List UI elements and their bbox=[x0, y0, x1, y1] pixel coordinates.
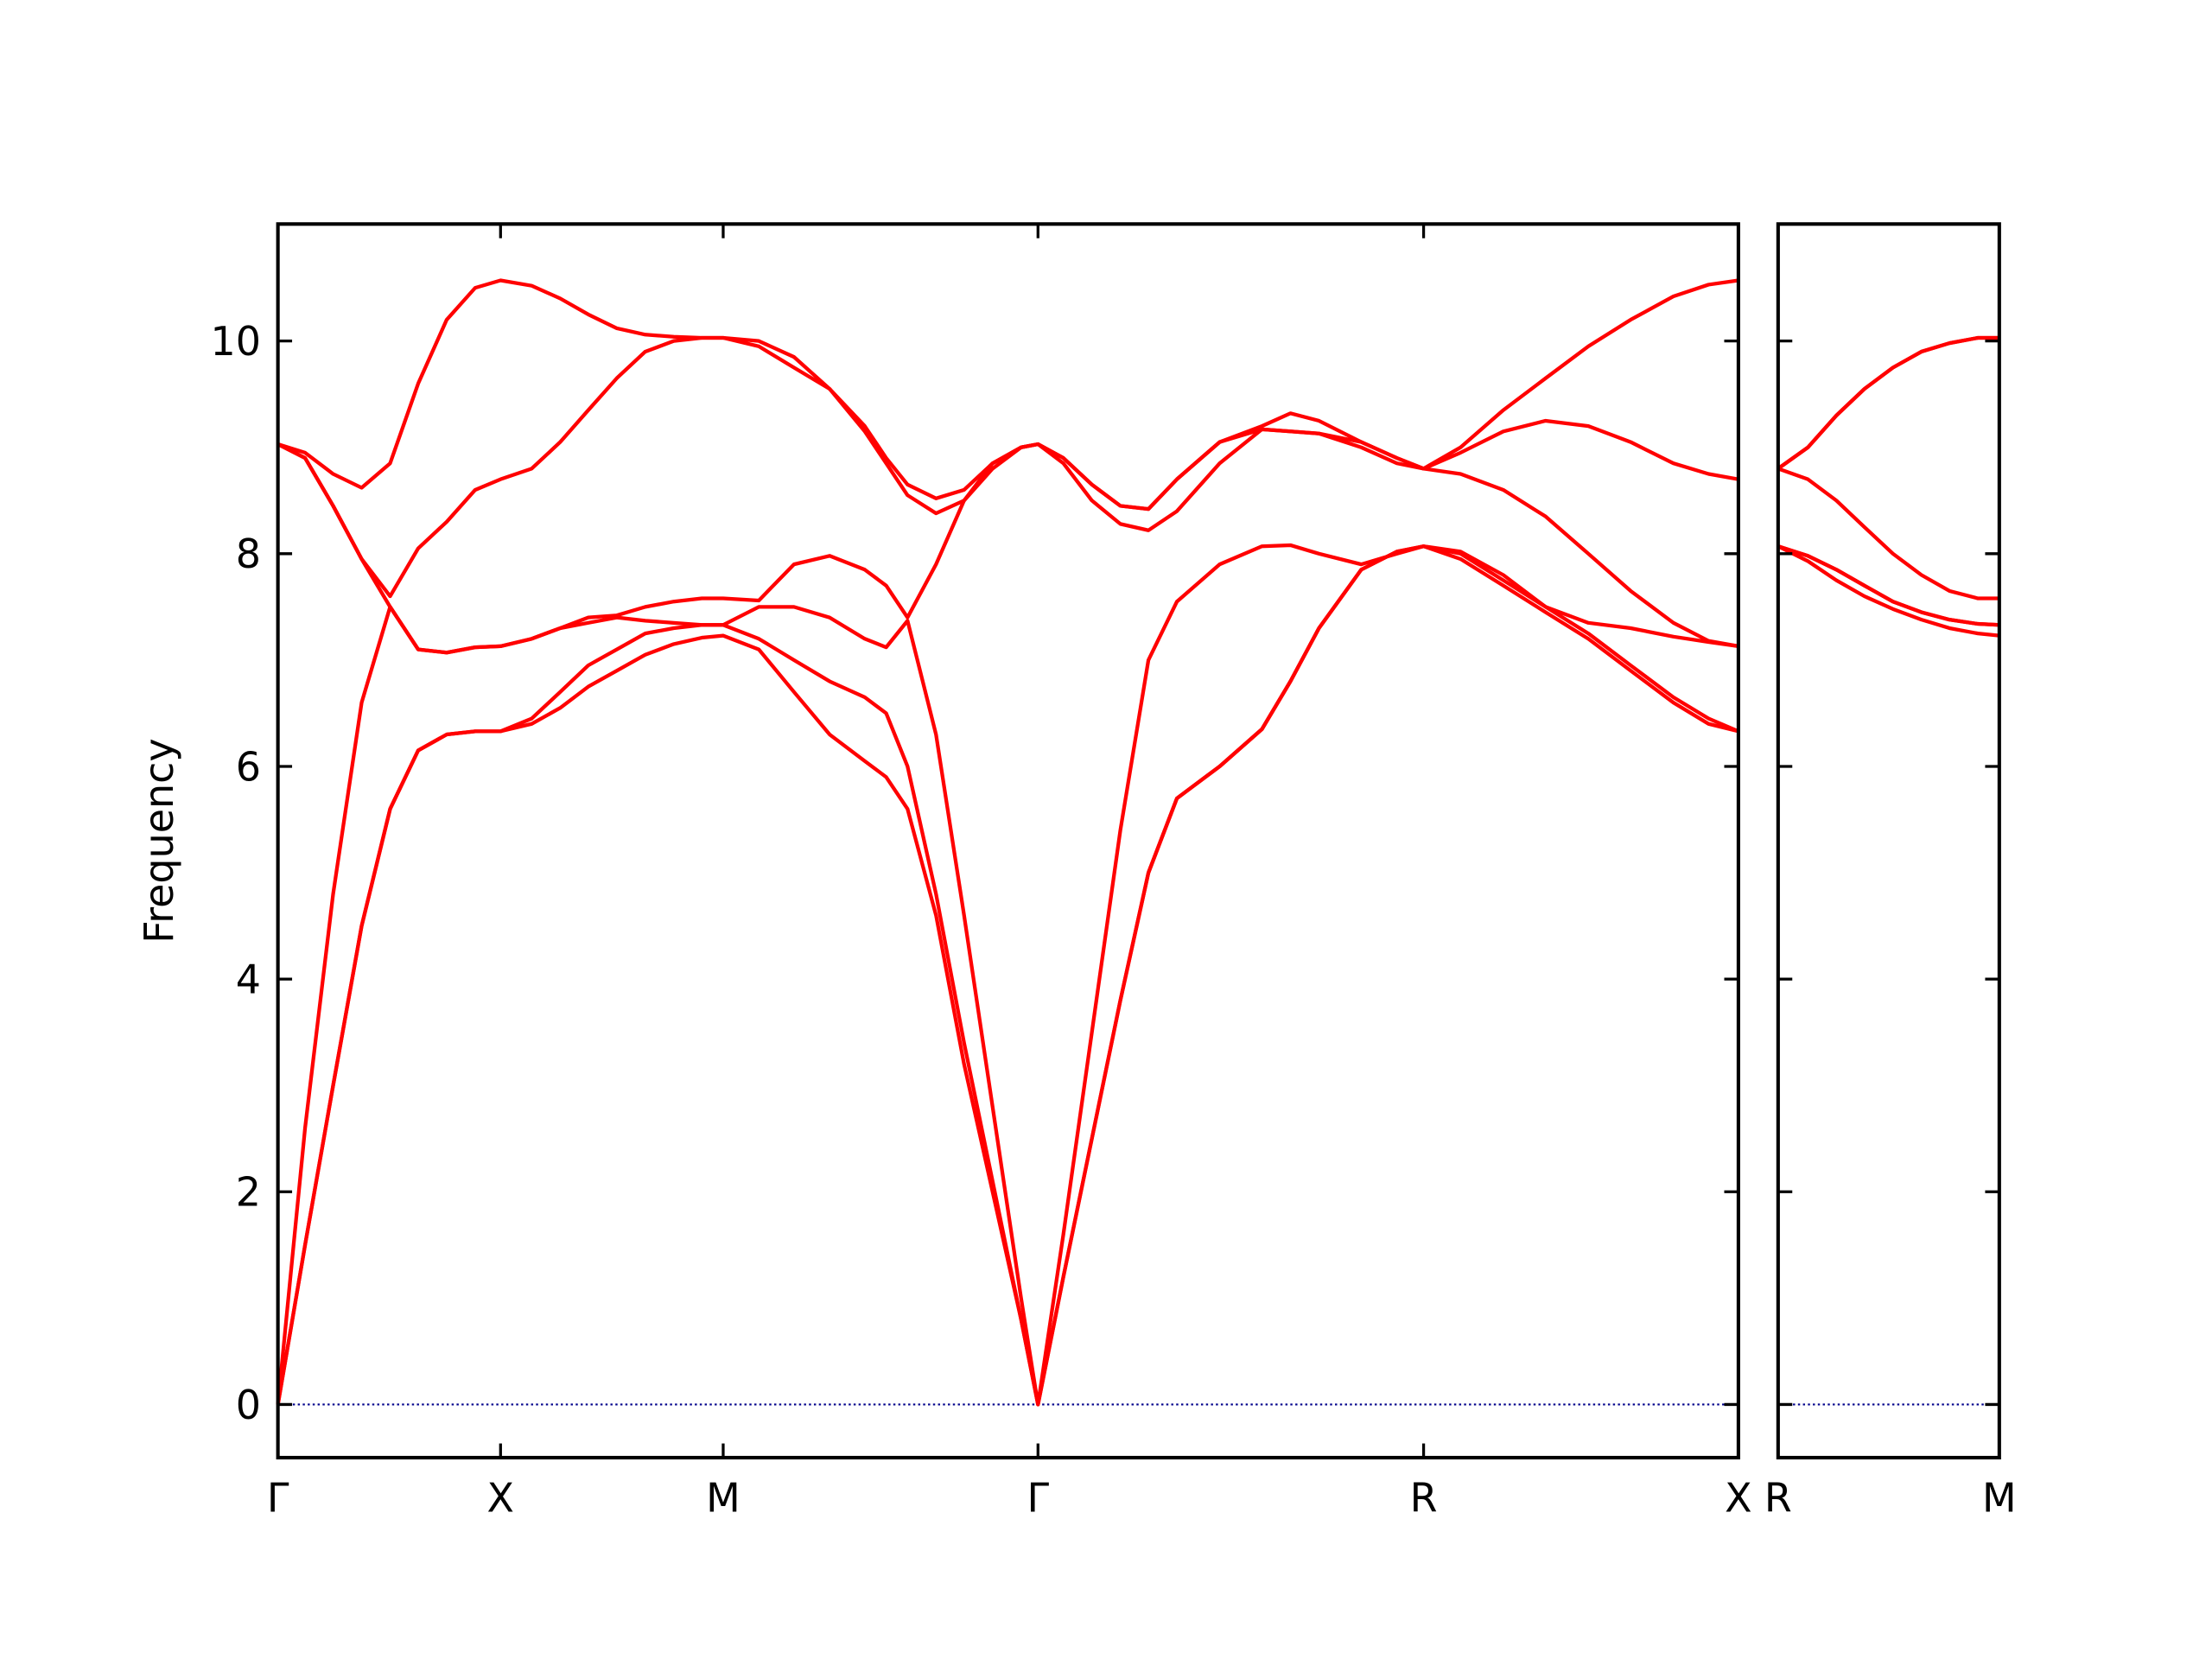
x-tick-label: R bbox=[1764, 1474, 1792, 1521]
band-line bbox=[1777, 544, 1999, 627]
y-axis-label: Frequency bbox=[136, 738, 182, 943]
band-line bbox=[276, 543, 1739, 1407]
x-tick-label: R bbox=[1410, 1474, 1438, 1521]
band-line bbox=[277, 278, 1739, 512]
y-tick-label: 4 bbox=[236, 957, 261, 1003]
y-tick-label: 10 bbox=[210, 318, 260, 365]
axes-frame bbox=[276, 222, 1740, 1460]
axes-frame bbox=[1776, 222, 2001, 1460]
x-tick-label: Γ bbox=[1027, 1474, 1049, 1521]
band-line bbox=[276, 544, 1739, 1407]
y-tick-label: 8 bbox=[236, 531, 261, 577]
band-line bbox=[1777, 335, 1999, 471]
y-tick-label: 0 bbox=[236, 1382, 261, 1428]
y-tick-label: 2 bbox=[236, 1169, 261, 1216]
x-tick-label: X bbox=[1725, 1474, 1751, 1521]
band-line bbox=[276, 427, 1739, 655]
y-tick-label: 6 bbox=[236, 743, 261, 790]
band-line bbox=[276, 335, 1739, 599]
band-line bbox=[1777, 467, 1999, 601]
x-tick-label: M bbox=[1982, 1474, 2017, 1521]
x-tick-label: M bbox=[706, 1474, 741, 1521]
band-line bbox=[1777, 544, 2000, 638]
x-tick-label: Γ bbox=[267, 1474, 289, 1521]
band-line bbox=[276, 544, 1739, 1407]
band-line bbox=[1777, 335, 1999, 471]
x-tick-label: X bbox=[487, 1474, 514, 1521]
